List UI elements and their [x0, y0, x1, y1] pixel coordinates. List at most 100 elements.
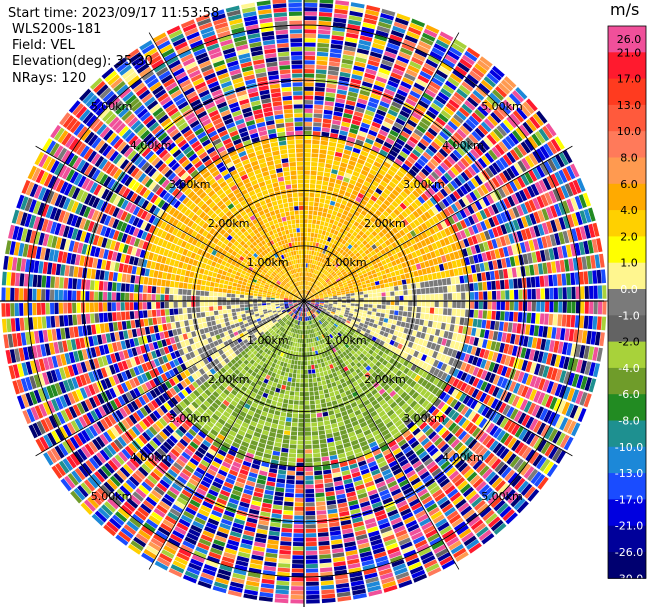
velocity-gate: [338, 134, 347, 141]
velocity-gate: [309, 241, 313, 246]
velocity-gate: [411, 531, 424, 541]
velocity-gate: [313, 333, 316, 338]
velocity-gate: [334, 276, 340, 280]
velocity-gate: [273, 500, 283, 506]
velocity-gate: [248, 424, 256, 431]
velocity-gate: [320, 145, 328, 150]
velocity-gate: [558, 287, 563, 300]
velocity-gate: [437, 279, 443, 286]
velocity-gate: [470, 148, 480, 159]
velocity-gate: [470, 177, 480, 188]
velocity-gate: [446, 396, 455, 406]
velocity-gate: [294, 515, 304, 520]
velocity-gate: [366, 456, 375, 464]
velocity-gate: [319, 149, 327, 155]
velocity-gate: [312, 278, 315, 283]
velocity-gate: [401, 402, 409, 411]
velocity-gate: [487, 493, 500, 505]
velocity-gate: [344, 253, 349, 259]
velocity-gate: [273, 446, 281, 452]
velocity-gate: [332, 294, 337, 297]
velocity-gate: [311, 364, 315, 370]
velocity-gate: [297, 306, 301, 311]
velocity-gate: [297, 431, 304, 436]
velocity-gate: [319, 334, 324, 340]
velocity-gate: [283, 344, 288, 349]
velocity-gate: [214, 437, 224, 445]
velocity-gate: [261, 507, 272, 513]
velocity-gate: [328, 373, 334, 379]
velocity-gate: [395, 396, 403, 404]
velocity-gate: [473, 145, 484, 157]
velocity-gate: [432, 351, 439, 359]
velocity-gate: [248, 375, 255, 381]
velocity-gate: [375, 267, 381, 273]
velocity-gate: [353, 311, 359, 315]
velocity-gate: [337, 326, 342, 330]
velocity-gate: [361, 385, 368, 392]
velocity-gate: [375, 137, 385, 145]
velocity-gate: [176, 496, 188, 506]
velocity-gate: [315, 242, 319, 247]
velocity-gate: [304, 47, 316, 52]
velocity-gate: [430, 342, 437, 350]
velocity-gate: [441, 429, 451, 439]
velocity-gate: [567, 387, 575, 402]
velocity-gate: [500, 79, 514, 92]
velocity-gate: [305, 502, 315, 507]
velocity-gate: [325, 331, 329, 337]
velocity-gate: [399, 150, 409, 159]
velocity-gate: [399, 458, 409, 467]
velocity-gate: [416, 385, 424, 394]
velocity-gate: [260, 511, 271, 517]
velocity-gate: [339, 342, 344, 348]
velocity-gate: [425, 563, 440, 573]
velocity-gate: [351, 336, 356, 341]
velocity-gate: [318, 158, 326, 163]
velocity-gate: [354, 384, 361, 391]
velocity-gate: [339, 406, 346, 413]
velocity-gate: [330, 530, 341, 536]
velocity-gate: [442, 315, 447, 323]
velocity-gate: [455, 110, 467, 121]
velocity-gate: [331, 400, 338, 406]
velocity-gate: [340, 185, 347, 191]
velocity-gate: [313, 453, 321, 458]
velocity-gate: [549, 396, 558, 410]
velocity-gate: [326, 83, 337, 89]
velocity-gate: [491, 146, 502, 158]
velocity-gate: [310, 297, 315, 299]
velocity-gate: [392, 521, 404, 530]
velocity-gate: [320, 358, 324, 363]
velocity-gate: [456, 309, 461, 317]
velocity-gate: [241, 493, 252, 500]
velocity-gate: [307, 316, 310, 321]
velocity-gate: [355, 234, 362, 240]
velocity-gate: [374, 551, 387, 559]
velocity-gate: [192, 437, 202, 446]
velocity-gate: [347, 346, 353, 352]
velocity-gate: [322, 180, 329, 186]
velocity-gate: [407, 409, 415, 417]
velocity-gate: [290, 386, 295, 392]
velocity-gate: [444, 374, 452, 383]
velocity-gate: [343, 220, 349, 226]
velocity-gate: [322, 465, 331, 471]
velocity-gate: [484, 181, 493, 193]
velocity-gate: [454, 427, 464, 438]
velocity-gate: [546, 262, 552, 274]
velocity-gate: [377, 564, 391, 572]
velocity-gate: [365, 576, 379, 584]
velocity-gate: [537, 210, 545, 222]
velocity-gate: [465, 118, 477, 130]
velocity-gate: [533, 225, 541, 237]
velocity-gate: [322, 212, 327, 218]
velocity-gate: [305, 497, 315, 502]
velocity-gate: [494, 461, 505, 473]
velocity-gate: [270, 336, 275, 341]
velocity-gate: [292, 555, 304, 560]
velocity-gate: [350, 194, 357, 200]
velocity-gate: [512, 110, 525, 123]
velocity-gate: [409, 193, 417, 201]
velocity-gate: [234, 457, 243, 464]
